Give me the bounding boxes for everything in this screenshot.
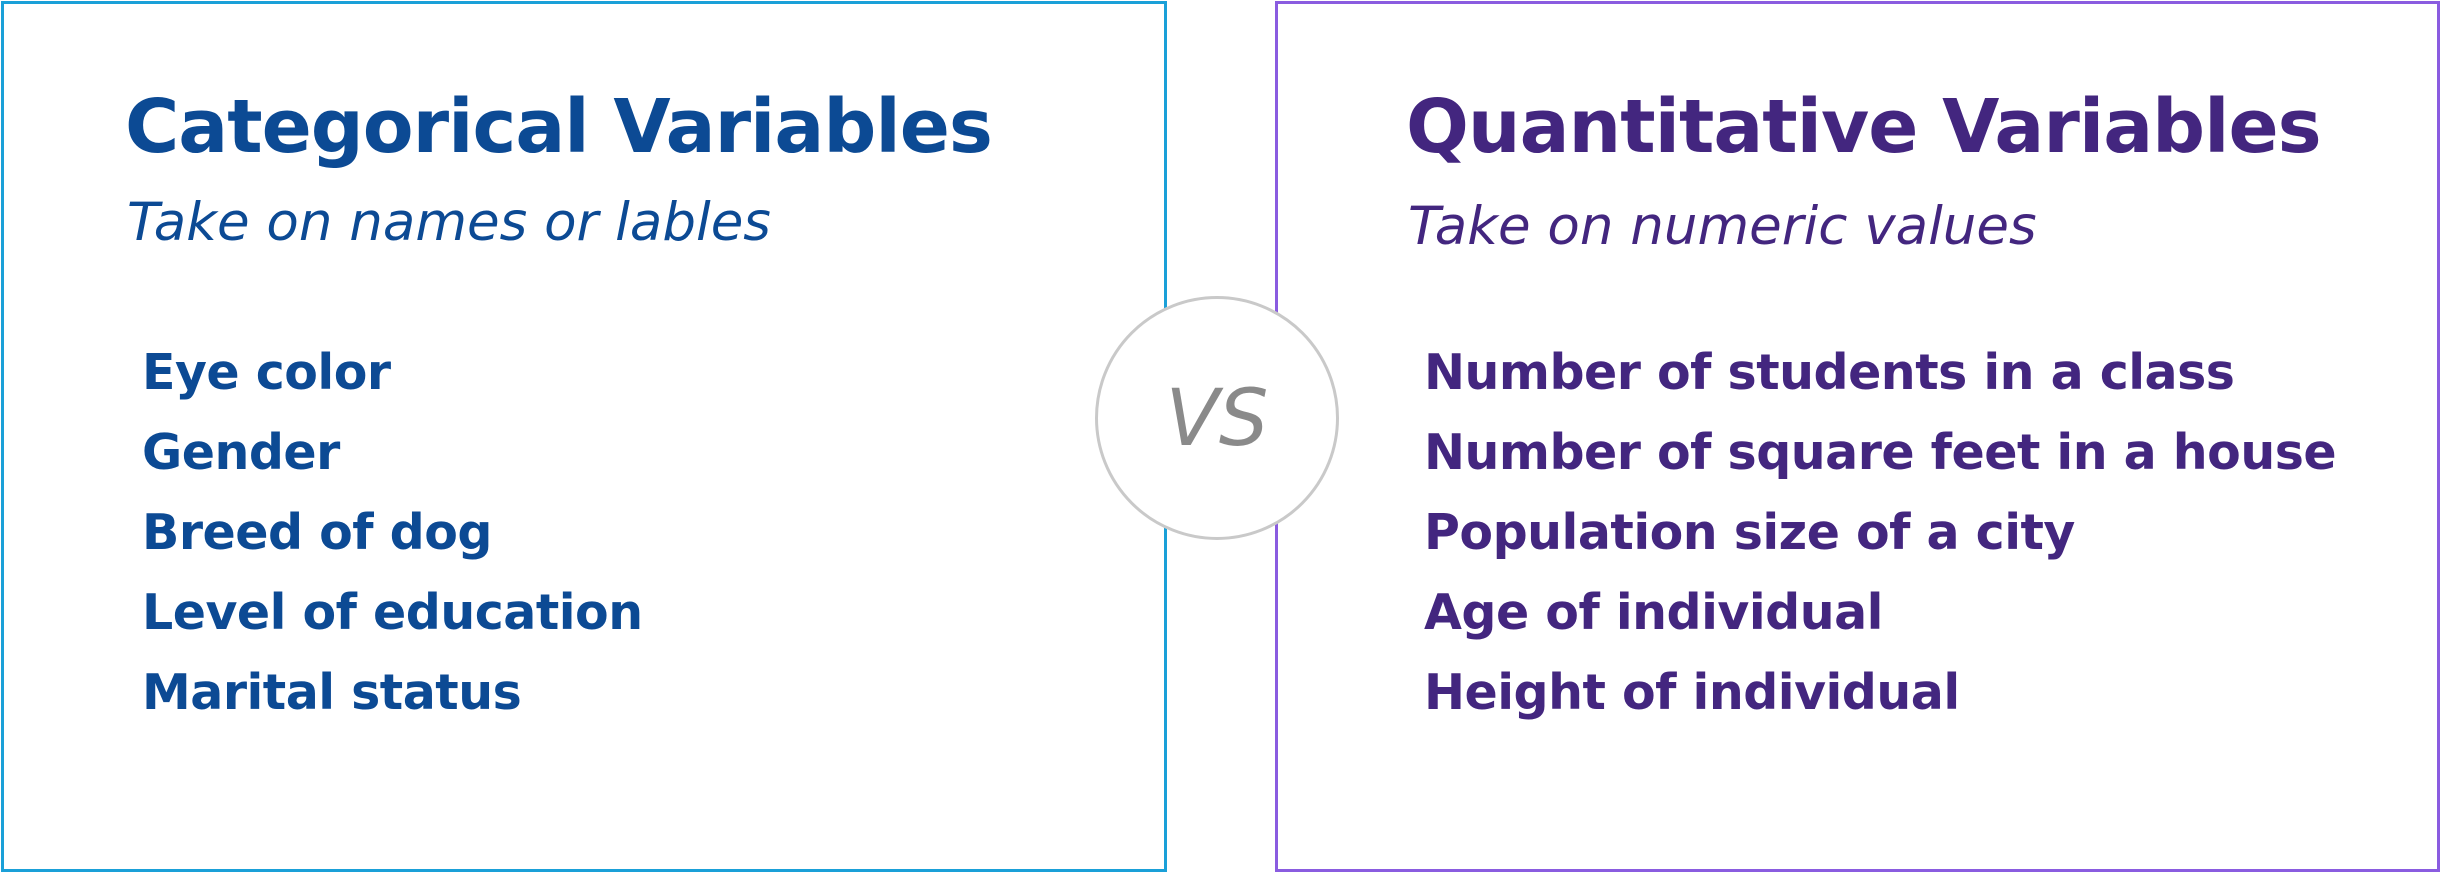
quantitative-example-item: Number of students in a class — [1424, 344, 2235, 401]
quantitative-variables-panel: Quantitative Variables Take on numeric v… — [1275, 1, 2440, 872]
categorical-example-item: Level of education — [142, 584, 643, 641]
quantitative-example-item: Number of square feet in a house — [1424, 424, 2337, 481]
vs-badge: VS — [1095, 296, 1339, 540]
categorical-examples-list: Eye color Gender Breed of dog Level of e… — [142, 333, 643, 733]
categorical-title: Categorical Variables — [125, 84, 993, 170]
categorical-example-item: Breed of dog — [142, 504, 492, 561]
categorical-example-item: Marital status — [142, 664, 522, 721]
categorical-example-item: Eye color — [142, 344, 391, 401]
quantitative-subtitle: Take on numeric values — [1408, 196, 2037, 257]
quantitative-example-item: Age of individual — [1424, 584, 1883, 641]
quantitative-title: Quantitative Variables — [1406, 84, 2322, 170]
categorical-variables-panel: Categorical Variables Take on names or l… — [1, 1, 1167, 872]
quantitative-example-item: Population size of a city — [1424, 504, 2075, 561]
vs-label: VS — [1165, 374, 1269, 464]
quantitative-example-item: Height of individual — [1424, 664, 1960, 721]
categorical-example-item: Gender — [142, 424, 340, 481]
quantitative-examples-list: Number of students in a class Number of … — [1424, 333, 2337, 733]
categorical-subtitle: Take on names or lables — [127, 192, 771, 253]
